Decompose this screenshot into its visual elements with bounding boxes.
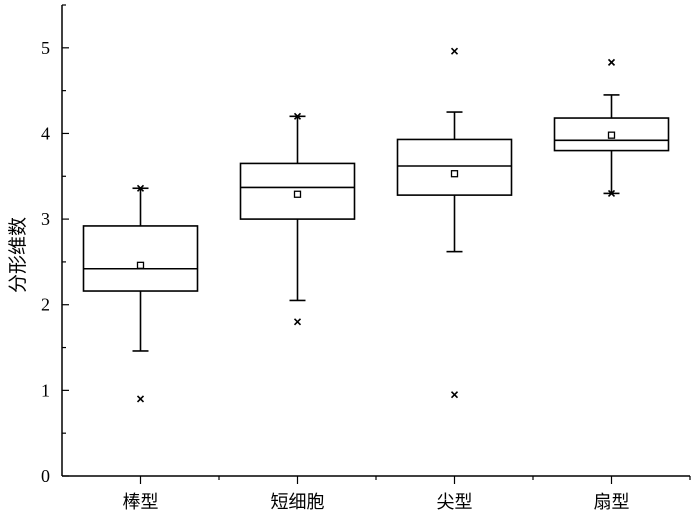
outlier-marker xyxy=(607,189,616,197)
mean-marker xyxy=(607,131,616,139)
iqr-box xyxy=(396,138,513,196)
outlier-marker xyxy=(136,184,145,192)
iqr-box xyxy=(553,117,670,152)
mean-marker xyxy=(136,261,145,269)
x-category-label: 尖型 xyxy=(437,492,473,513)
mean-marker xyxy=(293,190,302,198)
outlier-stroke xyxy=(136,184,145,192)
y-tick-label: 1 xyxy=(41,380,50,400)
outlier-stroke xyxy=(607,58,616,66)
outlier-marker xyxy=(136,395,145,403)
iqr-box xyxy=(239,162,356,220)
box-group-3 xyxy=(396,47,513,399)
x-category-label: 扇型 xyxy=(594,492,630,513)
outlier-marker xyxy=(450,391,459,399)
boxes xyxy=(82,47,670,403)
outlier-stroke xyxy=(450,47,459,55)
outlier-marker xyxy=(607,58,616,66)
x-category-label: 棒型 xyxy=(123,492,159,513)
outlier-marker xyxy=(293,318,302,326)
y-tick-label: 5 xyxy=(41,38,50,58)
y-tick-label: 0 xyxy=(41,466,50,486)
y-axis-title: 分形维数 xyxy=(7,217,29,293)
x-category-label: 短细胞 xyxy=(271,492,325,513)
y-tick-label: 3 xyxy=(41,209,50,229)
iqr-box xyxy=(82,225,199,292)
outlier-stroke xyxy=(450,391,459,399)
box-group-2 xyxy=(239,112,356,326)
outlier-marker xyxy=(293,112,302,120)
y-tick-label: 4 xyxy=(41,123,50,143)
outlier-stroke xyxy=(136,395,145,403)
mean-marker xyxy=(450,170,459,178)
outlier-marker xyxy=(450,47,459,55)
y-tick-label: 2 xyxy=(41,295,50,315)
outlier-stroke xyxy=(607,189,616,197)
outlier-stroke xyxy=(293,318,302,326)
axes: 0 1 2 3 4 5 棒型 短细胞 尖型 扇型 xyxy=(41,4,691,513)
outlier-stroke xyxy=(293,112,302,120)
box-group-1 xyxy=(82,184,199,403)
box-group-4 xyxy=(553,58,670,197)
